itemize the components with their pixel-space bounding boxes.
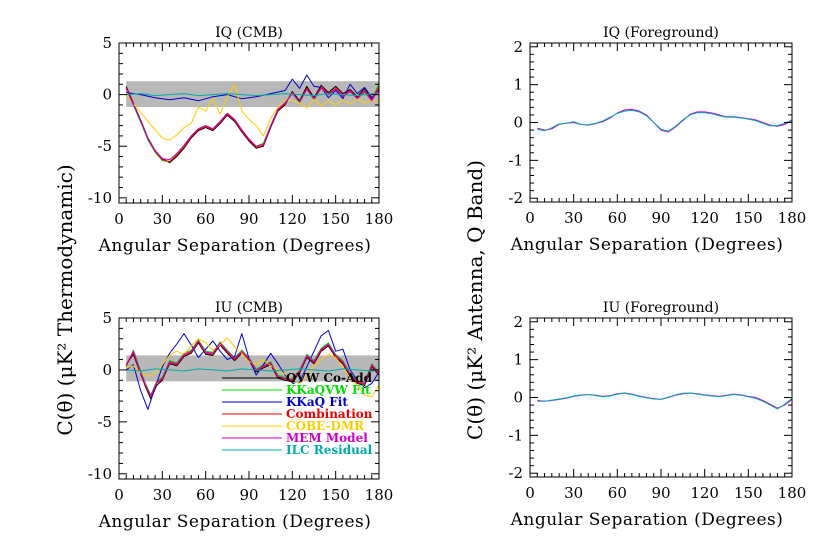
panel-title: IU (CMB) [215,300,283,316]
legend-item: MEM Model [222,431,368,445]
y-tick-label: -5 [97,137,112,155]
legend-label: Combination [286,407,373,421]
y-tick-label: 0 [102,361,112,379]
x-tick-label: 60 [196,210,215,228]
legend-label: QVW Co-Add [286,371,373,385]
y-tick-label: -5 [97,413,112,431]
series-line-combination [125,341,380,398]
y-tick-label: 2 [513,313,523,331]
series-line-kkaq-fit [125,330,380,410]
legend-label: KKaQ Fit [286,395,348,409]
y-tick-label: 5 [102,309,112,327]
series-line-mem-model [125,340,380,397]
series-line-trace-1 [537,392,793,410]
series-group [537,392,793,410]
x-tick-label: 30 [564,484,583,502]
series-line-cobe-dmr [126,337,380,398]
x-tick-label: 0 [525,209,535,227]
series-line-mem-model [125,87,380,161]
x-tick-label: 120 [690,209,719,227]
legend-label: COBE-DMR [286,419,365,433]
series-line-ilc-residual [126,368,380,372]
x-tick-label: 150 [734,209,763,227]
series-group [125,74,380,164]
legend-item: KKaQ Fit [222,395,348,409]
x-tick-label: 150 [734,484,763,502]
panel-iu-foreground: 0 30 60 90 120 150 180 2 1 0 -1 -2 IU (Foreground) An… [508,300,806,530]
x-tick-label: 30 [153,486,172,504]
series-line-kkaq-fit [126,74,380,102]
y-tick-label: 5 [102,34,112,52]
x-tick-label: 180 [778,209,807,227]
y-tick-label: 1 [513,351,523,369]
series-line-ilc-residual [126,93,380,97]
y-tick-label: 2 [513,38,523,56]
series-group [537,108,793,133]
x-tick-label: 120 [278,210,307,228]
x-tick-label: 30 [153,210,172,228]
plot-frame [118,42,380,204]
x-tick-label: 120 [690,484,719,502]
panel-iq-foreground: 0 30 60 90 120 150 180 2 1 0 -1 -2 IQ (Foreground) An… [508,25,806,255]
x-tick-label: 0 [114,486,124,504]
y-axis-label-left: C(θ) (μK² Thermodynamic) [53,164,77,435]
x-tick-label: 0 [114,210,124,228]
legend-label: ILC Residual [286,443,373,457]
panel-title: IQ (Foreground) [603,25,719,41]
x-tick-label: 90 [239,210,258,228]
x-tick-label: 90 [239,486,258,504]
y-tick-label: -2 [508,189,523,207]
series-line-combination [125,86,380,163]
y-tick-label: 0 [513,114,523,132]
x-tick-label: 90 [651,209,670,227]
y-axis-label-right: C(θ) (μK² Antenna, Q Band) [463,160,487,440]
legend-label: KKaQVW Fit [286,383,371,397]
x-tick-label: 120 [278,486,307,504]
x-axis-label: Angular Separation (Degrees) [510,235,784,255]
series-line-trace-1 [537,109,793,132]
x-tick-label: 0 [525,484,535,502]
series-group [125,330,380,410]
legend-label: MEM Model [286,431,368,445]
x-axis-label: Angular Separation (Degrees) [98,512,372,532]
panel-title: IU (Foreground) [603,300,719,316]
y-tick-label: 1 [513,76,523,94]
y-tick-label: 0 [102,86,112,104]
panel-iq-cmb: 0 30 60 90 120 150 180 5 0 -5 -10 IQ (CMB) Angular S… [88,25,393,256]
legend-item: Combination [222,407,373,421]
legend-item: COBE-DMR [222,419,365,433]
panel-title: IQ (CMB) [215,25,283,41]
series-line-cobe-dmr [125,83,380,141]
y-tick-label: -10 [88,465,112,483]
x-axis-label: Angular Separation (Degrees) [98,236,372,256]
x-tick-label: 150 [321,210,350,228]
y-tick-label: -2 [508,464,523,482]
y-tick-label: 0 [513,389,523,407]
y-tick-label: -10 [88,189,112,207]
x-tick-label: 30 [564,209,583,227]
x-tick-label: 60 [196,486,215,504]
x-tick-label: 90 [651,484,670,502]
y-tick-label: -1 [508,151,523,169]
x-tick-label: 180 [365,486,394,504]
x-tick-label: 60 [608,484,627,502]
panel-iu-cmb: 0 30 60 90 120 150 180 5 0 -5 -10 IU (CMB) Angular S… [88,300,393,532]
x-axis-label: Angular Separation (Degrees) [510,510,784,530]
y-tick-label: -1 [508,426,523,444]
x-tick-label: 60 [608,209,627,227]
x-tick-label: 180 [778,484,807,502]
legend-item: QVW Co-Add [222,371,373,385]
legend-item: ILC Residual [222,443,373,457]
x-tick-label: 150 [321,486,350,504]
x-tick-label: 180 [365,210,394,228]
legend-item: KKaQVW Fit [222,383,371,397]
